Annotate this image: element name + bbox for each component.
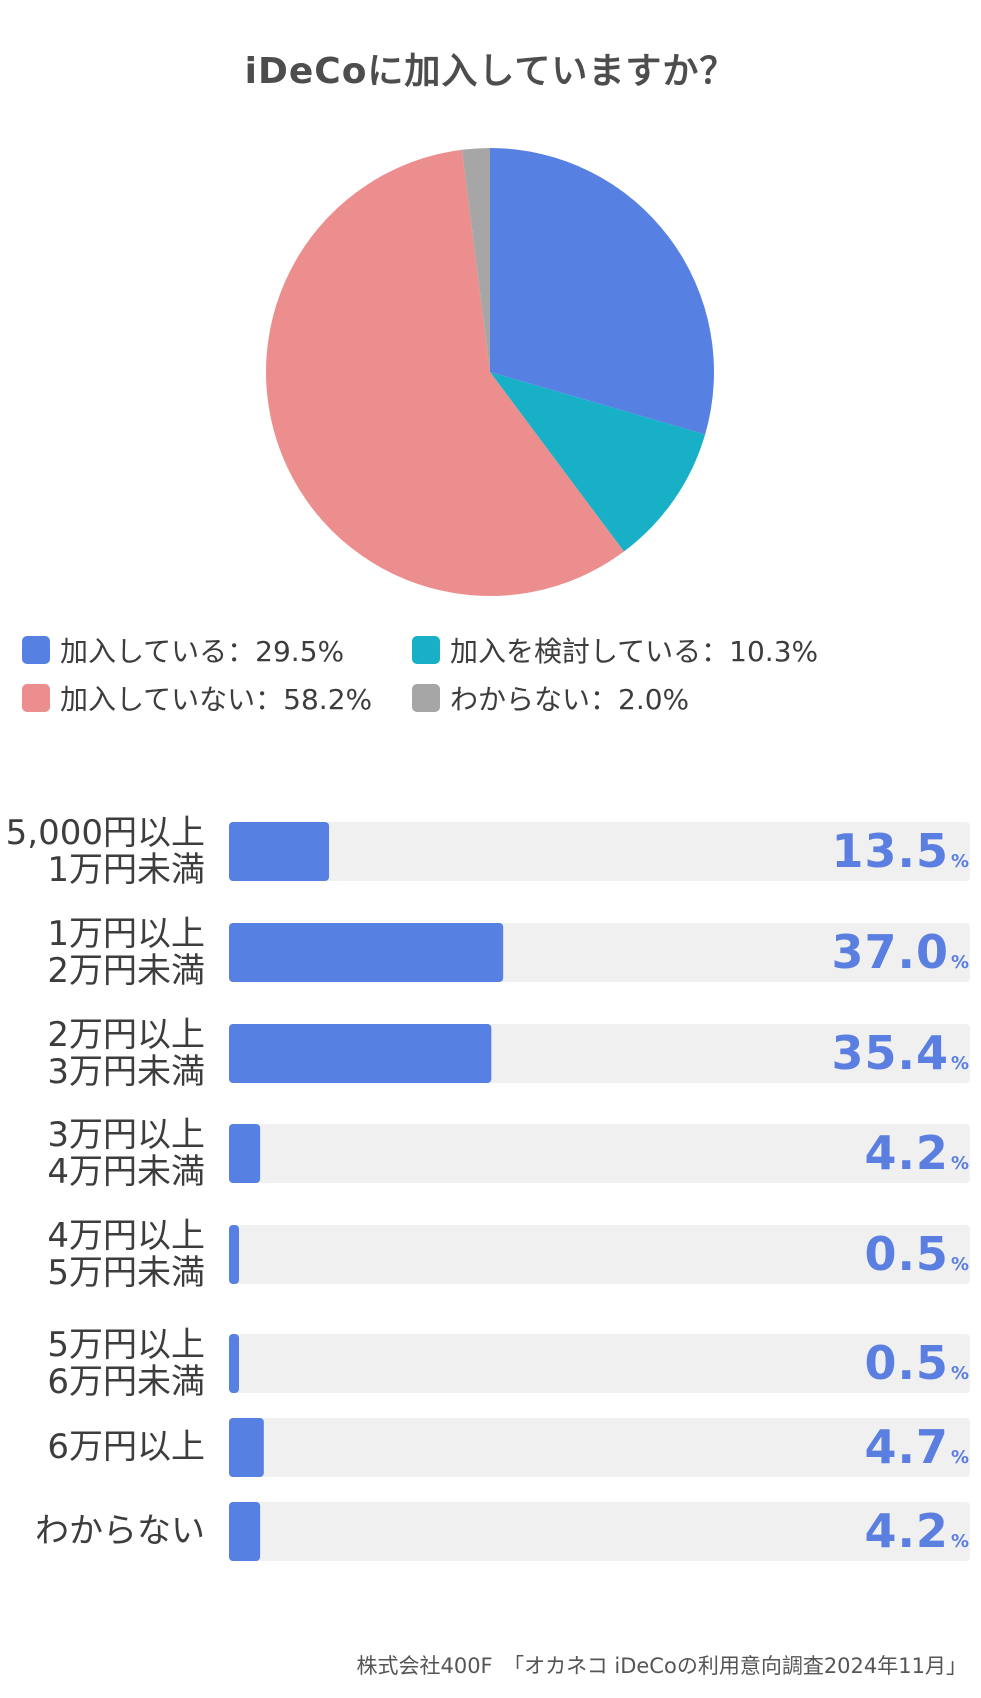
- legend-item-3: わからない：2.0%: [412, 678, 689, 718]
- category-label-1: 1万円以上 2万円未満: [47, 913, 205, 991]
- value-label-7: 4.2%: [864, 1504, 969, 1558]
- value-label-3: 4.2%: [864, 1126, 969, 1180]
- category-label-6: 6万円以上: [47, 1427, 205, 1467]
- bar-track-6: [229, 1418, 970, 1477]
- legend-item-1: 加入を検討している：10.3%: [412, 630, 818, 670]
- bar-track-5: [229, 1334, 970, 1393]
- legend-label: 加入を検討している：10.3%: [450, 635, 819, 668]
- pie-slice-1: [490, 372, 706, 552]
- source-note: 株式会社400F 「オカネコ iDeCoの利用意向調査2024年11月」: [356, 1654, 967, 1678]
- category-label-4: 4万円以上 5万円未満: [47, 1215, 205, 1293]
- bar-0: [229, 822, 330, 881]
- category-label-7: わからない: [35, 1511, 205, 1551]
- pie-chart: [266, 148, 714, 596]
- legend-label: わからない：2.0%: [450, 683, 690, 716]
- legend-swatch: [22, 684, 50, 712]
- legend-label: 加入していない：58.2%: [60, 683, 373, 716]
- value-label-6: 4.7%: [864, 1420, 969, 1474]
- legend-label: 加入している：29.5%: [60, 635, 345, 668]
- category-label-2: 2万円以上 3万円未満: [47, 1014, 205, 1092]
- pie-slice-3: [461, 148, 490, 372]
- value-label-0: 13.5%: [831, 824, 969, 878]
- legend-swatch: [412, 636, 440, 664]
- value-label-5: 0.5%: [864, 1336, 969, 1390]
- pie-slice-2: [266, 149, 624, 596]
- bar-1: [229, 923, 504, 982]
- legend-item-2: 加入していない：58.2%: [22, 678, 372, 718]
- bar-track-7: [229, 1502, 970, 1561]
- bar-track-4: [229, 1225, 970, 1284]
- bar-7: [229, 1502, 261, 1561]
- pie-slice-0: [490, 148, 714, 435]
- chart-title: iDeCoに加入していますか？: [244, 51, 737, 92]
- value-label-2: 35.4%: [831, 1026, 969, 1080]
- value-label-1: 37.0%: [831, 925, 969, 979]
- bar-4: [229, 1225, 239, 1284]
- bar-2: [229, 1024, 492, 1083]
- bar-6: [229, 1418, 264, 1477]
- legend-item-0: 加入している：29.5%: [22, 630, 344, 670]
- bar-track-3: [229, 1124, 970, 1183]
- category-label-0: 5,000円以上 1万円未満: [5, 812, 205, 890]
- bar-track-0: [229, 822, 970, 881]
- legend-swatch: [22, 636, 50, 664]
- category-label-3: 3万円以上 4万円未満: [47, 1114, 205, 1192]
- bar-3: [229, 1124, 261, 1183]
- category-label-5: 5万円以上 6万円未満: [47, 1324, 205, 1402]
- bar-5: [229, 1334, 239, 1393]
- value-label-4: 0.5%: [864, 1227, 969, 1281]
- legend-swatch: [412, 684, 440, 712]
